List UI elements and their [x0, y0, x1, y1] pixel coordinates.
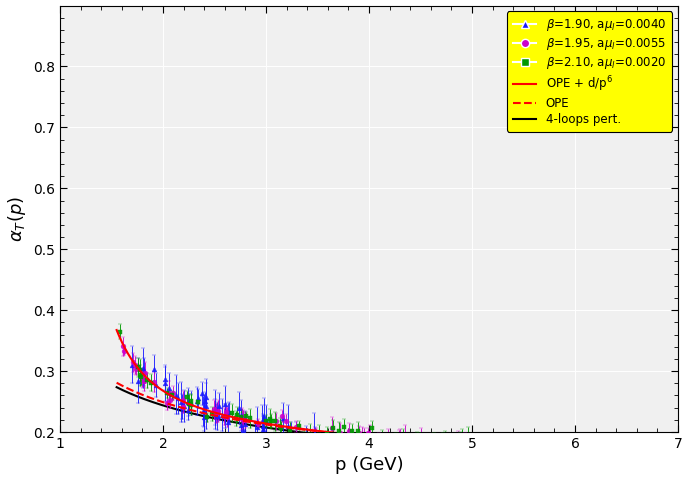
X-axis label: p (GeV): p (GeV) [334, 456, 403, 474]
Legend: $\beta$=1.90, a$\mu_l$=0.0040, $\beta$=1.95, a$\mu_l$=0.0055, $\beta$=2.10, a$\m: $\beta$=1.90, a$\mu_l$=0.0040, $\beta$=1… [507, 12, 672, 132]
Y-axis label: $\alpha_T(p)$: $\alpha_T(p)$ [6, 196, 28, 242]
